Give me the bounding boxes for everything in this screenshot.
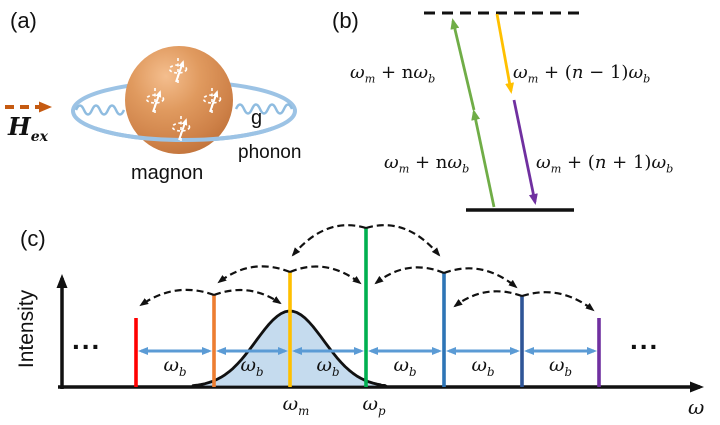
phonon-ring-front-arc — [96, 126, 272, 142]
down-transition-first — [495, 13, 514, 94]
scatter-arc — [139, 288, 215, 307]
x-axis-label: ω — [688, 395, 705, 419]
transition-label-up-inner: ωm + nωb — [384, 152, 470, 176]
spacing-label: ωb — [163, 354, 187, 379]
spacing-label: ωb — [316, 354, 340, 379]
scatter-arc — [213, 289, 282, 305]
spin-icon — [145, 88, 165, 115]
ellipsis-left: ... — [72, 324, 102, 355]
transition-label-up-outer: ωm + nωb — [350, 62, 436, 86]
spacing-label: ωb — [393, 354, 417, 379]
scatter-arc — [365, 224, 441, 257]
panel-b-tag: (b) — [332, 8, 359, 33]
phonon-label: phonon — [238, 142, 302, 163]
spin-icon — [168, 58, 188, 85]
transition-label-down-first: ωm + (n − 1)ωb — [513, 62, 651, 86]
scatter-arc — [443, 267, 518, 289]
spacing-label: ωb — [548, 354, 573, 379]
panel-a-tag: (a) — [10, 8, 37, 33]
spring-left — [74, 104, 126, 116]
spectrum-layer — [134, 224, 601, 389]
spacing-label: ωb — [240, 354, 264, 379]
spring-right — [234, 103, 294, 115]
up-transition-upper — [450, 18, 476, 111]
magnon-frequency-label: ωm — [282, 393, 310, 418]
magnon-sphere — [125, 46, 233, 154]
spin-icon — [171, 116, 191, 143]
down-transition-second — [512, 99, 538, 205]
spin-icon — [202, 88, 222, 115]
scatter-arc — [289, 265, 362, 285]
spacing-label: ωb — [471, 354, 495, 379]
field-label: Hex — [8, 112, 48, 145]
panel-a-graphic — [5, 46, 297, 154]
magnon-label: magnon — [131, 162, 204, 184]
y-axis-label: Intensity — [15, 289, 38, 369]
transition-label-down-second: ωm + (n + 1)ωb — [536, 152, 674, 176]
up-transition-lower — [471, 109, 496, 208]
scatter-arc — [374, 266, 445, 285]
ellipsis-right: ... — [630, 324, 660, 355]
field-label-base: H — [8, 112, 31, 141]
scatter-arc — [217, 265, 291, 284]
scatter-arc — [291, 224, 367, 257]
pump-frequency-label: ωp — [362, 393, 386, 418]
field-label-sub: ex — [30, 128, 48, 145]
scatter-arc — [453, 290, 523, 308]
panel-b-graphic — [424, 11, 579, 212]
coupling-label: g — [251, 107, 263, 129]
panel-c-tag: (c) — [20, 226, 46, 251]
scatter-arc — [521, 291, 595, 312]
